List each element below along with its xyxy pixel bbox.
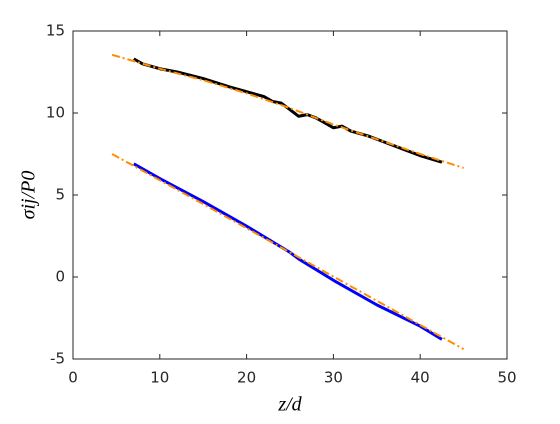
x-tick-label: 20 bbox=[237, 369, 256, 387]
x-axis-label: z/d bbox=[277, 394, 302, 416]
data-line bbox=[111, 53, 464, 169]
data-line bbox=[111, 153, 465, 351]
y-tick-label: 5 bbox=[55, 186, 65, 204]
y-tick-label: -5 bbox=[50, 350, 65, 368]
x-tick-label: 40 bbox=[411, 369, 430, 387]
y-tick-label: 10 bbox=[46, 104, 65, 122]
x-tick-label: 50 bbox=[497, 369, 516, 387]
y-tick-label: 15 bbox=[46, 22, 65, 40]
y-tick-label: 0 bbox=[55, 268, 65, 286]
x-tick-label: 10 bbox=[150, 369, 169, 387]
x-tick-label: 30 bbox=[324, 369, 343, 387]
x-tick-label: 0 bbox=[68, 369, 78, 387]
plot-box bbox=[72, 30, 508, 360]
y-axis-label: σij/P0 bbox=[18, 171, 40, 220]
